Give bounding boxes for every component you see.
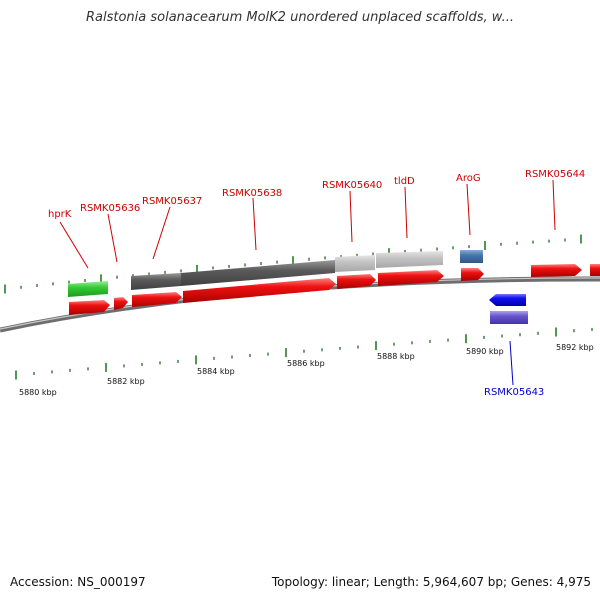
gene-label-rsmk05640: RSMK05640 [322,180,382,191]
feature-darkgray-block-2[interactable] [181,260,335,286]
gene-arrow-rsmk05643[interactable] [489,294,526,306]
feature-lightgray-block-1[interactable] [335,255,375,272]
scale-label-5882: 5882 kbp [107,377,145,386]
gene-arrow-hprk[interactable] [69,300,110,315]
leader-line-hprk [59,221,89,269]
gene-arrow-rsmk05637[interactable] [132,292,182,307]
gene-arrow-rsmk05640[interactable] [337,274,376,289]
gene-arrow-rsmk05644[interactable] [531,264,582,277]
leader-line-rsmk05644 [552,179,556,231]
leader-line-rsmk05638 [252,197,257,251]
feature-darkgray-block-1[interactable] [131,273,181,290]
leader-lines [59,179,556,386]
scale-ticks-lower [15,327,593,380]
scale-label-5890: 5890 kbp [466,347,504,356]
scale-label-5892: 5892 kbp [556,343,594,352]
leader-line-rsmk05643 [509,340,514,386]
feature-green-block[interactable] [68,281,108,297]
gene-label-rsmk05638: RSMK05638 [222,188,282,199]
gene-label-rsmk05636: RSMK05636 [80,203,140,214]
gene-label-hprk: hprK [48,209,72,220]
page-title: Ralstonia solanacearum MolK2 unordered u… [85,10,514,25]
gene-arrows-plus [69,264,600,315]
gene-label-tldd: tldD [394,176,415,187]
leader-line-rsmk05636 [107,213,118,263]
scale-label-5880: 5880 kbp [19,388,57,397]
leader-line-arog [466,183,471,236]
gene-arrow-rsmk05636[interactable] [114,297,128,310]
feature-track [68,250,483,297]
scale-label-5888: 5888 kbp [377,352,415,361]
gene-label-rsmk05644: RSMK05644 [525,169,585,180]
feature-lightgray-block-2[interactable] [376,251,443,268]
gene-label-rsmk05637: RSMK05637 [142,196,202,207]
topology-text: Topology: linear; Length: 5,964,607 bp; … [271,575,591,589]
gene-arrow-rsmk05638[interactable] [183,278,336,303]
gene-label-arog: AroG [456,173,481,184]
gene-label-rsmk05643: RSMK05643 [484,387,544,398]
gene-arrow-tldd[interactable] [378,270,444,286]
accession-text: Accession: NS_000197 [10,575,146,589]
feature-purple-block[interactable] [490,311,528,324]
leader-line-tldd [404,186,408,239]
scale-label-5886: 5886 kbp [287,359,325,368]
gene-arrow-offscreen[interactable] [590,264,600,276]
leader-line-rsmk05640 [349,190,353,243]
scale-labels: 5880 kbp 5882 kbp 5884 kbp 5886 kbp 5888… [19,343,594,397]
feature-steelblue-block[interactable] [460,250,483,263]
gene-arrows-minus [489,294,528,324]
gene-arrow-arog[interactable] [461,268,484,281]
gene-labels: hprK RSMK05636 RSMK05637 RSMK05638 RSMK0… [48,169,585,398]
scale-label-5884: 5884 kbp [197,367,235,376]
leader-line-rsmk05637 [152,206,171,260]
